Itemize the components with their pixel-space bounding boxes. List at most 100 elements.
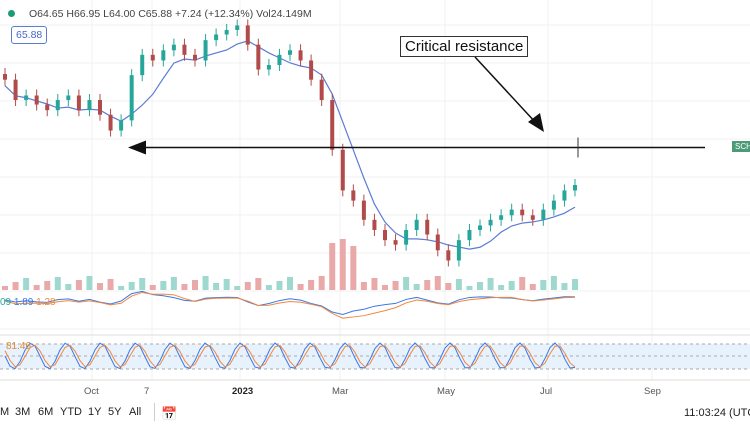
candle <box>309 60 314 80</box>
volume-bar <box>339 239 346 290</box>
candle <box>24 95 29 101</box>
candle <box>214 34 219 41</box>
candle <box>224 29 229 35</box>
candle <box>108 114 113 131</box>
volume-bar <box>149 285 156 290</box>
volume-bar <box>170 277 177 290</box>
volume-bar <box>403 277 410 290</box>
calendar-goto-icon[interactable]: 📅 <box>161 406 178 421</box>
pointer-arrow <box>474 56 537 124</box>
volume-bar <box>455 279 462 290</box>
volume-bar <box>23 278 30 290</box>
volume-bar <box>181 284 188 290</box>
candle <box>140 54 145 76</box>
volume-bar <box>265 285 272 290</box>
volume-bar <box>561 283 568 290</box>
volume-bar <box>287 277 293 290</box>
volume-bar <box>477 282 483 290</box>
volume-bar <box>318 276 325 290</box>
candle <box>66 95 71 101</box>
volume-bar <box>540 280 547 290</box>
x-axis-label: Sep <box>644 386 661 397</box>
candle <box>288 50 292 55</box>
volume-bar <box>519 277 526 290</box>
volume-bar <box>424 280 431 290</box>
volume-bar <box>550 276 557 290</box>
candle <box>562 190 567 201</box>
volume-bar <box>572 279 578 290</box>
range-bar: M 3M 6M YTD 1Y 5Y All <box>0 406 150 422</box>
candle <box>193 54 197 61</box>
x-axis-label: May <box>437 386 455 397</box>
candle <box>520 209 525 216</box>
candle <box>499 215 504 220</box>
candle <box>446 250 451 261</box>
candle <box>319 79 324 101</box>
candle <box>541 209 546 220</box>
macd-legend: 09 1.89 1.28 <box>0 297 56 308</box>
volume-bar <box>434 276 441 290</box>
volume-bar <box>498 285 505 290</box>
candle <box>182 44 187 55</box>
candle <box>361 200 366 220</box>
volume-bar <box>529 284 536 290</box>
candle <box>129 75 134 121</box>
x-axis-label: 7 <box>144 386 150 397</box>
candle <box>98 100 102 115</box>
volume-bar <box>371 278 378 290</box>
volume-bar <box>128 282 135 290</box>
volume-bar <box>44 281 51 290</box>
volume-bar <box>350 246 357 290</box>
volume-bar <box>12 282 19 290</box>
candle <box>404 229 409 245</box>
range-3m[interactable]: 3M <box>15 406 31 418</box>
volume-bar <box>392 281 399 290</box>
candle <box>425 219 430 235</box>
last-price-box: 65.88 <box>11 26 48 44</box>
ohlc-legend: O64.65 H66.95 L64.00 C65.88 +7.24 (+12.3… <box>29 8 312 20</box>
volume-bar <box>276 281 283 290</box>
range-ytd[interactable]: YTD <box>60 406 82 418</box>
high-value: H66.95 <box>66 8 101 20</box>
candle <box>551 200 556 210</box>
volume-bar <box>508 281 515 290</box>
range-1m[interactable]: M <box>0 406 10 418</box>
volume-bar <box>255 278 262 290</box>
range-5y[interactable]: 5Y <box>108 406 122 418</box>
volume-bar <box>308 280 315 290</box>
range-1y[interactable]: 1Y <box>88 406 102 418</box>
range-all[interactable]: All <box>129 406 142 418</box>
macd-histogram-value: 09 <box>0 297 12 308</box>
candle <box>456 240 461 261</box>
macd-signal-line <box>4 291 576 319</box>
candle <box>256 44 261 70</box>
candle <box>161 50 166 61</box>
candle <box>203 40 208 61</box>
volume-bar <box>223 279 230 290</box>
volume-bar <box>382 285 388 290</box>
volume-bar <box>487 278 494 290</box>
candle <box>87 100 92 111</box>
stoch-d-line <box>4 344 576 368</box>
volume-bar <box>65 284 72 290</box>
candle <box>277 54 282 65</box>
candle <box>55 100 60 111</box>
clock: 11:03:24 (UTC <box>684 407 750 419</box>
candle <box>340 149 345 191</box>
range-6m[interactable]: 6M <box>38 406 54 418</box>
stoch-k-line <box>4 342 576 370</box>
volume-bar <box>192 280 198 290</box>
candle <box>13 79 18 101</box>
candle <box>372 219 377 230</box>
macd-signal-value: 1.28 <box>36 297 56 308</box>
volume-bar <box>54 277 61 290</box>
candle <box>435 234 440 251</box>
candle <box>45 104 50 111</box>
volume-bar <box>33 285 40 290</box>
candle <box>478 225 482 230</box>
candle <box>467 229 472 241</box>
candle <box>171 44 176 51</box>
macd-line <box>4 290 576 315</box>
price-chart[interactable] <box>0 0 750 400</box>
candle <box>34 95 39 105</box>
